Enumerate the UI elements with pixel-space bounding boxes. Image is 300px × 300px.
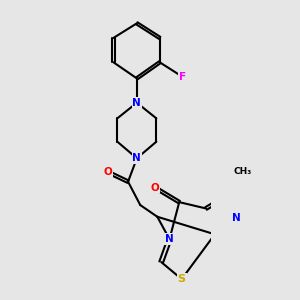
Text: F: F bbox=[179, 72, 186, 82]
Text: O: O bbox=[103, 167, 112, 177]
Text: CH₃: CH₃ bbox=[233, 167, 252, 176]
Text: N: N bbox=[232, 213, 241, 223]
Text: S: S bbox=[178, 274, 186, 284]
Text: N: N bbox=[133, 153, 141, 163]
Text: N: N bbox=[165, 234, 174, 244]
Text: O: O bbox=[151, 182, 159, 193]
Text: N: N bbox=[133, 98, 141, 108]
